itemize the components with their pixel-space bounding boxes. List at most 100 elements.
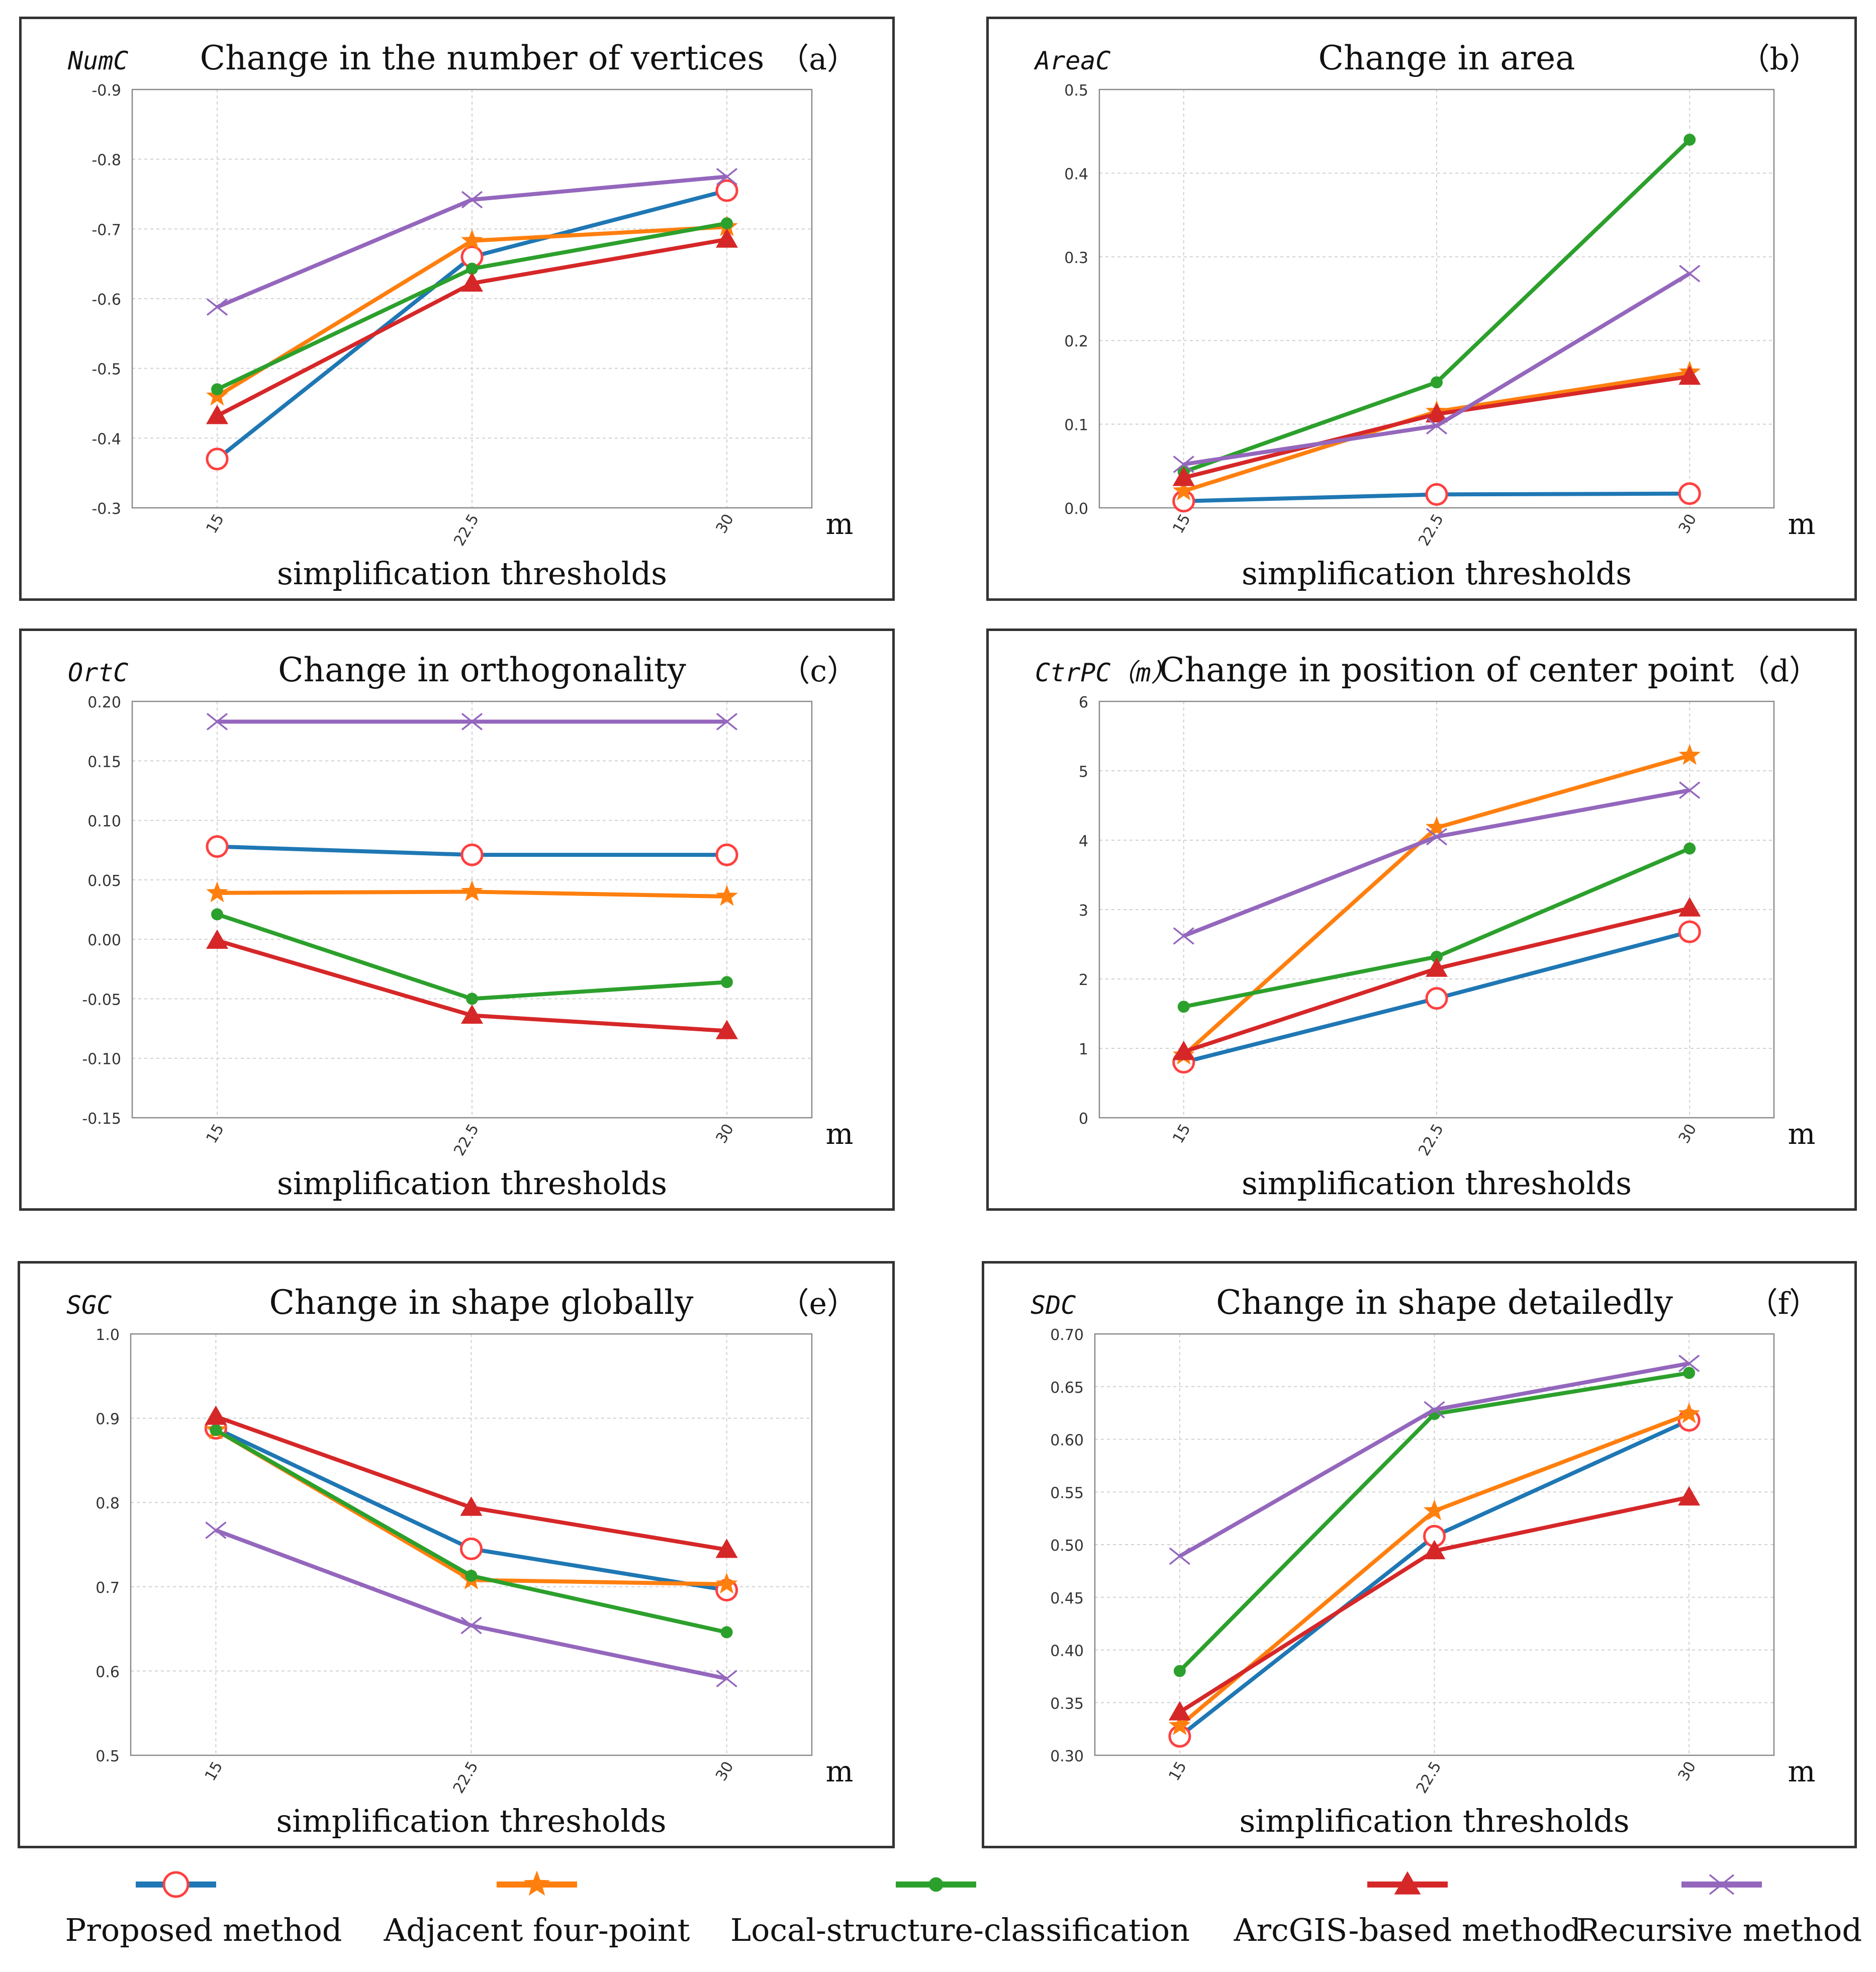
y-tick-label: -0.6 — [91, 291, 121, 309]
chart-title: Change in area — [1318, 39, 1575, 77]
legend-marker — [162, 1871, 190, 1898]
data-point — [1678, 365, 1701, 385]
y-tick-label: 0.70 — [1050, 1326, 1084, 1344]
y-tick-label: 1.0 — [96, 1326, 120, 1344]
series-triangle — [1172, 365, 1701, 486]
data-point — [1426, 957, 1448, 977]
data-point — [715, 1572, 738, 1594]
data-point — [1426, 816, 1448, 837]
x-axis-title: simplification thresholds — [1242, 555, 1632, 592]
legend-graphic: Proposed method Adjacent four-point Local-… — [65, 1870, 1862, 1948]
series-open-circle — [206, 179, 738, 471]
series-x — [1173, 781, 1701, 945]
x-tick-label: 30 — [1675, 511, 1700, 537]
data-point — [1169, 1547, 1190, 1565]
data-point — [206, 404, 228, 424]
y-tick-label: -0.8 — [91, 152, 121, 169]
series-x — [206, 712, 738, 731]
y-tick-label: 0.60 — [1050, 1432, 1084, 1450]
y-axis-label: NumC — [67, 46, 128, 75]
x-tick-label: 22.5 — [1415, 511, 1447, 549]
data-point-stroke-2 — [1424, 1401, 1445, 1419]
x-tick-label: 15 — [203, 1121, 228, 1147]
data-point-stroke-2 — [716, 167, 738, 186]
data-point — [1172, 1040, 1195, 1060]
chart-title: Change in the number of vertices — [200, 39, 765, 77]
series-x — [205, 1521, 737, 1687]
panel-f: SDC Change in shape detailedly （f） 0.30 0.35… — [982, 1261, 1857, 1848]
data-point — [1426, 403, 1448, 423]
data-point-stroke-2 — [1426, 417, 1448, 435]
data-point — [716, 228, 738, 248]
y-tick-label: 0.9 — [96, 1411, 120, 1428]
data-point — [206, 881, 228, 903]
data-point — [1425, 987, 1448, 1010]
data-point — [1683, 133, 1696, 146]
chart-title: Change in orthogonality — [278, 651, 686, 689]
legend-marker — [1394, 1871, 1421, 1895]
data-point-stroke-2 — [1169, 1547, 1190, 1565]
series-dot — [211, 217, 733, 396]
data-point — [206, 298, 228, 316]
x-tick-label: 30 — [713, 511, 737, 537]
legend-item: ArcGIS-based method — [1234, 1871, 1581, 1948]
x-tick-label: 22.5 — [1413, 1759, 1445, 1797]
plot-area — [130, 1333, 813, 1756]
y-tick-label: 0.40 — [1050, 1643, 1084, 1660]
legend-item: Local-structure-classification — [730, 1877, 1190, 1948]
data-point-stroke-2 — [206, 712, 228, 731]
series-triangle — [206, 929, 738, 1039]
data-point — [716, 885, 738, 906]
y-tick-label: 0.6 — [96, 1663, 120, 1681]
data-point — [1678, 744, 1701, 765]
chart-f: SDC Change in shape detailedly （f） 0.30 0.35… — [1030, 1283, 1819, 1839]
legend-label: Proposed method — [65, 1912, 342, 1948]
x-tick-label: 15 — [203, 511, 228, 537]
series-star — [206, 880, 738, 906]
data-point — [1423, 1540, 1446, 1560]
panel-letter: （a） — [779, 42, 857, 77]
data-point — [211, 383, 223, 396]
y-tick-label: 5 — [1079, 763, 1088, 781]
y-tick-label: 0.2 — [1064, 333, 1088, 350]
y-tick-label: 0.1 — [1064, 417, 1088, 434]
data-point — [721, 217, 733, 230]
y-tick-label: -0.10 — [82, 1051, 121, 1068]
chart-title: Change in shape globally — [269, 1283, 694, 1322]
data-point — [1431, 376, 1443, 389]
series-x — [206, 167, 738, 316]
data-point — [1678, 920, 1701, 943]
x-axis-unit: m — [826, 507, 854, 541]
y-tick-label: -0.9 — [91, 82, 121, 100]
y-tick-label: 3 — [1079, 902, 1088, 920]
series-x — [1169, 1355, 1700, 1565]
series-dot — [210, 1424, 733, 1639]
y-tick-label: 0.4 — [1064, 165, 1088, 183]
data-point — [1678, 1486, 1701, 1506]
y-tick-label: 0.8 — [96, 1495, 120, 1512]
series-x — [1173, 264, 1701, 473]
plot-area — [1094, 1333, 1775, 1756]
legend-label: Adjacent four-point — [383, 1912, 690, 1948]
chart-d: CtrPC（m）Change in position of center poi… — [1035, 651, 1819, 1202]
plot-area — [1098, 700, 1775, 1119]
y-tick-label: 4 — [1079, 833, 1088, 850]
data-point — [1683, 1367, 1696, 1379]
data-point — [1678, 897, 1701, 917]
chart-e: SGC Change in shape globally （e） 0.5 0.6 0.7 0… — [66, 1283, 857, 1839]
panel-letter: （d） — [1740, 654, 1819, 689]
data-point — [1678, 482, 1701, 505]
panel-c: OrtC Change in orthogonality （c） -0.15 -0.10… — [19, 629, 895, 1211]
x-axis-title: simplification thresholds — [277, 555, 667, 592]
legend-marker — [523, 1870, 550, 1896]
legend-marker-stroke-2 — [1709, 1874, 1735, 1895]
y-tick-label: 0.10 — [87, 813, 121, 831]
legend-marker — [928, 1877, 944, 1892]
panel-d: CtrPC（m） Change in position of center poi… — [986, 629, 1857, 1211]
chart-title: Change in position of center point — [1159, 651, 1734, 689]
series-line — [1183, 370, 1690, 493]
data-point — [461, 880, 483, 902]
x-tick-label: 30 — [1675, 1121, 1700, 1147]
x-tick-label: 15 — [1169, 511, 1194, 537]
data-point — [206, 712, 228, 731]
